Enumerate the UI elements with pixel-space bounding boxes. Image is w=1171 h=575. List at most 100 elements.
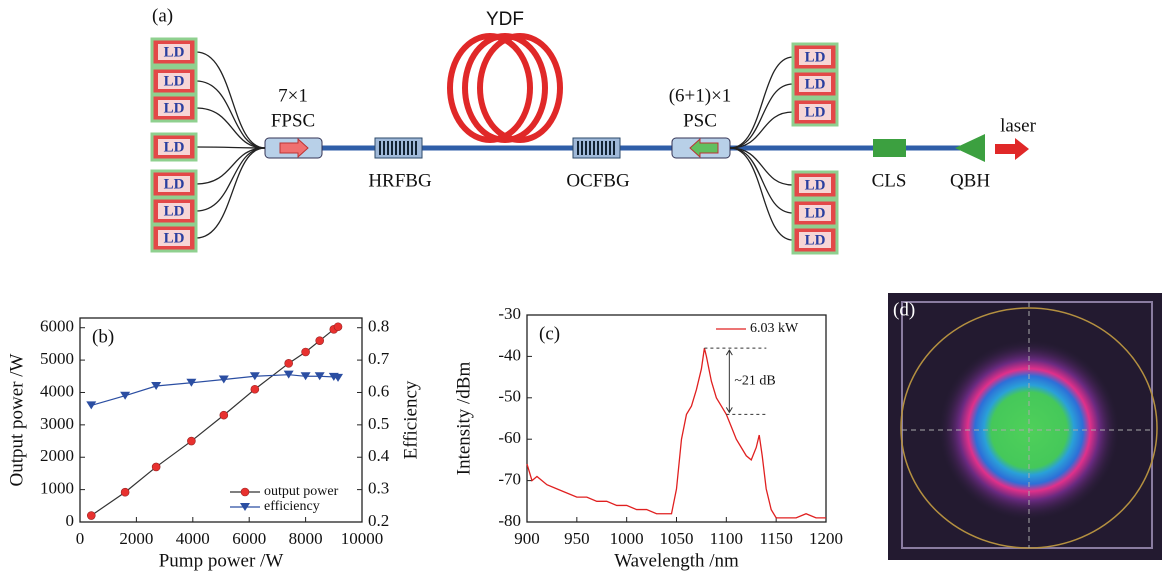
psc-arrow xyxy=(689,137,719,159)
ld-inner xyxy=(158,230,190,246)
x-tick-label: 900 xyxy=(514,529,540,548)
ld-inner xyxy=(158,100,190,116)
qbh-label: QBH xyxy=(950,170,990,191)
y-tick-label: 1000 xyxy=(40,479,74,498)
y-tick-label: -40 xyxy=(498,345,521,364)
ld-inner xyxy=(799,49,831,65)
qbh xyxy=(955,134,985,162)
x-tick-label: 6000 xyxy=(232,529,266,548)
y-tick-label: 2000 xyxy=(40,446,74,465)
y2-tick-label: 0.3 xyxy=(368,479,389,498)
ld-label: LD xyxy=(164,203,185,219)
pump-fiber xyxy=(195,51,266,149)
grating xyxy=(577,141,615,155)
marker xyxy=(240,503,250,511)
x-tick-label: 10000 xyxy=(341,529,384,548)
y-tick-label: -50 xyxy=(498,387,521,406)
pump-fiber xyxy=(195,147,266,212)
fpsc-label: FPSC xyxy=(271,110,315,131)
ld-label: LD xyxy=(164,44,185,60)
x-tick-label: 1200 xyxy=(809,529,843,548)
x-tick-label: 1100 xyxy=(710,529,743,548)
laser-diagram: (a) YDF 7×1 FPSC HRFBG OCFBG (6+1)×1 PSC… xyxy=(152,5,1037,191)
panel-label: (a) xyxy=(152,5,173,26)
x-tick-label: 950 xyxy=(564,529,590,548)
ld-label: LD xyxy=(164,176,185,192)
marker xyxy=(86,511,96,520)
psc-label: PSC xyxy=(683,110,717,131)
y2-axis-title: Efficiency xyxy=(400,380,421,459)
x-tick-label: 4000 xyxy=(176,529,210,548)
ld-inner xyxy=(158,44,190,60)
ld-label: LD xyxy=(164,139,185,155)
ydf-label: YDF xyxy=(486,9,524,30)
annotation-arrow xyxy=(725,349,733,414)
x-tick-label: 2000 xyxy=(119,529,153,548)
marker xyxy=(186,378,197,387)
fpsc-arrow xyxy=(279,137,309,159)
x-tick-label: 1050 xyxy=(660,529,694,548)
x-tick-label: 0 xyxy=(76,529,85,548)
marker xyxy=(151,462,161,472)
y2-tick-label: 0.4 xyxy=(368,446,390,465)
y2-tick-label: 0.8 xyxy=(368,317,389,336)
fpsc-ratio: 7×1 xyxy=(278,85,308,106)
marker xyxy=(86,401,97,410)
grating xyxy=(379,141,417,155)
x-tick-label: 1150 xyxy=(759,529,792,548)
marker xyxy=(250,384,260,394)
pump-fiber xyxy=(195,80,266,149)
pump-fiber xyxy=(195,146,266,149)
pump-fiber xyxy=(195,147,266,185)
pump-fiber xyxy=(195,147,266,239)
y2-tick-label: 0.2 xyxy=(368,511,389,530)
pump-fiber xyxy=(195,107,266,149)
marker xyxy=(120,487,130,497)
y-tick-label: 4000 xyxy=(40,381,74,400)
ld-inner xyxy=(799,177,831,193)
ld-inner xyxy=(799,232,831,248)
ld-label: LD xyxy=(164,100,185,116)
panel-label: (b) xyxy=(92,326,114,347)
laser-label: laser xyxy=(1000,115,1037,136)
y-tick-label: 6000 xyxy=(40,317,74,336)
ld-label: LD xyxy=(805,104,826,120)
y-axis-title: Output power /W xyxy=(6,353,27,486)
y2-tick-label: 0.7 xyxy=(368,349,390,368)
ld-label: LD xyxy=(164,230,185,246)
pump-fiber xyxy=(729,56,794,149)
marker xyxy=(240,487,250,497)
pump-fiber xyxy=(729,83,794,149)
ydf-coil xyxy=(447,33,563,143)
panel-label: (c) xyxy=(539,323,560,344)
pump-fiber xyxy=(729,147,794,241)
marker xyxy=(249,372,260,381)
y2-tick-label: 0.5 xyxy=(368,414,389,433)
marker xyxy=(187,436,196,446)
x-tick-label: 8000 xyxy=(289,529,323,548)
marker xyxy=(314,372,325,381)
y-tick-label: 5000 xyxy=(40,349,74,368)
hrfbg-label: HRFBG xyxy=(368,170,432,191)
ld-label: LD xyxy=(805,177,826,193)
marker xyxy=(333,322,343,332)
marker xyxy=(120,391,131,400)
marker xyxy=(151,382,162,390)
panel-label: (d) xyxy=(893,299,915,320)
ld-inner xyxy=(158,139,190,155)
plot-frame xyxy=(79,317,363,523)
y-tick-label: -30 xyxy=(498,304,521,323)
y-tick-label: -70 xyxy=(498,470,521,489)
ocfbg xyxy=(572,137,621,159)
ld-label: LD xyxy=(164,73,185,89)
y-tick-label: -60 xyxy=(498,428,521,447)
cls xyxy=(873,139,906,157)
series-line xyxy=(91,374,339,407)
y-axis-title: Intensity /dBm xyxy=(453,362,474,476)
pump-fiber xyxy=(729,147,794,214)
ld-label: LD xyxy=(805,49,826,65)
ld-inner xyxy=(158,203,190,219)
legend-label: output power xyxy=(264,484,339,499)
laser-arrow xyxy=(995,138,1029,160)
